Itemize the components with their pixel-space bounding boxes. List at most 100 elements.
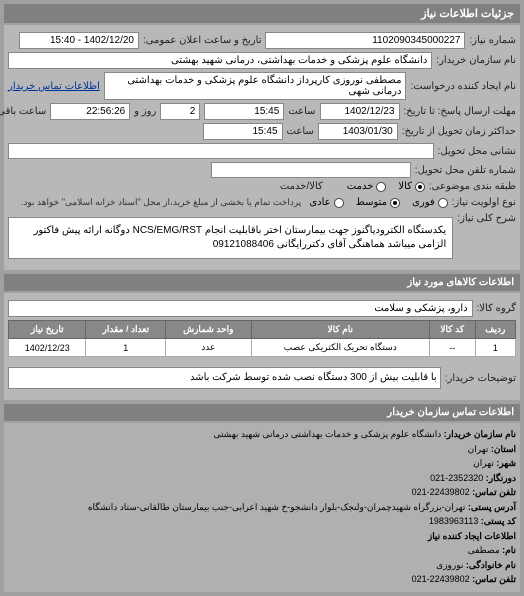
buyer-value: دانشگاه علوم پزشکی و خدمات بهداشتی، درما… bbox=[8, 52, 432, 69]
lastname-value: نوروزی bbox=[436, 560, 463, 570]
radio-service[interactable]: خدمت bbox=[347, 181, 387, 192]
radio-urgent-circle bbox=[438, 198, 448, 208]
supply-time: 15:45 bbox=[203, 123, 283, 140]
page-header: جزئیات اطلاعات نیاز bbox=[4, 4, 520, 23]
td-qty: 1 bbox=[86, 339, 166, 357]
radio-low[interactable]: عادی bbox=[309, 197, 343, 208]
remaining-label: ساعت باقی مانده bbox=[0, 106, 46, 117]
contact-org: نام سازمان خریدار: دانشگاه علوم پزشکی و … bbox=[8, 428, 516, 442]
fax-label: دورنگار: bbox=[486, 473, 516, 483]
budget-label: طبقه بندی موضوعی: bbox=[429, 181, 516, 192]
row-request-number: شماره نیاز: 1102090345000227 تاریخ و ساع… bbox=[8, 32, 516, 49]
goods-section: گروه کالا: دارو، پزشکی و سلامت ردیف کد ک… bbox=[4, 293, 520, 400]
row-description: شرح کلی نیاز: یکدستگاه الکترودیاگنوز جهت… bbox=[8, 213, 516, 263]
radio-normal-circle bbox=[390, 198, 400, 208]
table-row: 1 -- دستگاه تحریک الکتریکی عصب عدد 1 140… bbox=[9, 339, 516, 357]
province-label: استان: bbox=[491, 444, 516, 454]
cphone-label: تلفن تماس: bbox=[472, 487, 516, 497]
supply-time-label: ساعت bbox=[287, 126, 314, 137]
contact-link[interactable]: اطلاعات تماس خریدار bbox=[8, 81, 100, 92]
location-label: نشانی محل تحویل: bbox=[438, 146, 516, 157]
main-container: جزئیات اطلاعات نیاز شماره نیاز: 11020903… bbox=[0, 0, 524, 596]
row-group: گروه کالا: دارو، پزشکی و سلامت bbox=[8, 300, 516, 317]
response-time: 15:45 bbox=[204, 103, 284, 120]
contact-postal: کد پستی: 1983963113 bbox=[8, 515, 516, 529]
priority-label: نوع اولویت نیاز: bbox=[452, 197, 516, 208]
row-phone: شماره تلفن محل تحویل: bbox=[8, 162, 516, 178]
row-buyer: نام سازمان خریدار: دانشگاه علوم پزشکی و … bbox=[8, 52, 516, 69]
goods-table: ردیف کد کالا نام کالا واحد شمارش تعداد /… bbox=[8, 320, 516, 357]
radio-service-label: خدمت bbox=[347, 181, 374, 192]
contact-fax: دورنگار: 2352320-021 bbox=[8, 472, 516, 486]
row-location: نشانی محل تحویل: bbox=[8, 143, 516, 159]
supply-label: حداکثر زمان تحویل از تاریخ: bbox=[402, 126, 516, 137]
goods-header: اطلاعات کالاهای مورد نیاز bbox=[4, 274, 520, 291]
contact-creator-phone: تلفن تماس: 22439802-021 bbox=[8, 573, 516, 587]
th-name: نام کالا bbox=[251, 321, 429, 339]
th-row: ردیف bbox=[475, 321, 515, 339]
remaining-time: 22:56:26 bbox=[50, 103, 130, 120]
city-label: شهر: bbox=[496, 458, 516, 468]
desc-label: شرح کلی نیاز: bbox=[457, 213, 516, 224]
name-label: نام: bbox=[502, 545, 516, 555]
days-label: روز و bbox=[134, 106, 156, 117]
group-value: دارو، پزشکی و سلامت bbox=[8, 300, 473, 317]
contact-province: استان: تهران bbox=[8, 443, 516, 457]
supply-date: 1403/01/30 bbox=[318, 123, 398, 140]
page-title: جزئیات اطلاعات نیاز bbox=[421, 8, 514, 20]
contact-city: شهر: تهران bbox=[8, 457, 516, 471]
td-date: 1402/12/23 bbox=[9, 339, 86, 357]
notes-label: توضیحات خریدار: bbox=[445, 373, 516, 384]
th-code: کد کالا bbox=[429, 321, 475, 339]
radio-goods[interactable]: کالا bbox=[398, 181, 425, 192]
radio-normal-label: متوسط bbox=[356, 197, 387, 208]
city-value: تهران bbox=[473, 458, 494, 468]
location-value bbox=[8, 143, 434, 159]
province-value: تهران bbox=[468, 444, 489, 454]
radio-low-label: عادی bbox=[309, 197, 330, 208]
row-priority: نوع اولویت نیاز: فوری متوسط عادی پرداخت … bbox=[8, 195, 516, 210]
notes-text: با قابلیت بیش از 300 دستگاه نصب شده توسط… bbox=[8, 367, 441, 389]
row-budget: طبقه بندی موضوعی: کالا خدمت کالا/خدمت bbox=[8, 181, 516, 192]
radio-low-circle bbox=[334, 198, 344, 208]
budget-radios: کالا خدمت bbox=[347, 181, 425, 192]
name-value: مصطفی bbox=[468, 545, 500, 555]
radio-goods-circle bbox=[415, 182, 425, 192]
address-value: تهران-بزرگراه شهیدچمران-ولنجک-بلوار دانش… bbox=[88, 502, 466, 512]
payment-note: پرداخت تمام یا بخشی از مبلغ خرید،از محل … bbox=[17, 195, 305, 210]
desc-text: یکدستگاه الکترودیاگنوز جهت بیمارستان اخت… bbox=[8, 217, 453, 259]
radio-urgent[interactable]: فوری bbox=[412, 197, 448, 208]
response-label: مهلت ارسال پاسخ: تا تاریخ: bbox=[404, 106, 516, 117]
phone-value bbox=[211, 162, 411, 178]
table-header-row: ردیف کد کالا نام کالا واحد شمارش تعداد /… bbox=[9, 321, 516, 339]
radio-goods-label: کالا bbox=[398, 181, 412, 192]
td-unit: عدد bbox=[166, 339, 251, 357]
phone-label: شماره تلفن محل تحویل: bbox=[415, 165, 516, 176]
info-section: شماره نیاز: 1102090345000227 تاریخ و ساع… bbox=[4, 25, 520, 270]
row-supply-deadline: حداکثر زمان تحویل از تاریخ: 1403/01/30 س… bbox=[8, 123, 516, 140]
request-number-value: 1102090345000227 bbox=[265, 32, 465, 49]
org-value: دانشگاه علوم پزشکی و خدمات بهداشتی درمان… bbox=[213, 429, 441, 439]
buyer-label: نام سازمان خریدار: bbox=[436, 55, 516, 66]
cphone-value: 22439802-021 bbox=[412, 487, 470, 497]
td-row: 1 bbox=[475, 339, 515, 357]
row-response-deadline: مهلت ارسال پاسخ: تا تاریخ: 1402/12/23 سا… bbox=[8, 103, 516, 120]
radio-normal[interactable]: متوسط bbox=[356, 197, 400, 208]
response-date: 1402/12/23 bbox=[320, 103, 400, 120]
requester-value: مصطفی نوروزی کارپرداز دانشگاه علوم پزشکی… bbox=[104, 72, 407, 100]
days-value: 2 bbox=[160, 103, 200, 120]
creator-header: اطلاعات ایجاد کننده نیاز bbox=[8, 530, 516, 544]
row-requester: نام ایجاد کننده درخواست: مصطفی نوروزی کا… bbox=[8, 72, 516, 100]
postal-label: کد پستی: bbox=[481, 516, 516, 526]
group-label: گروه کالا: bbox=[477, 303, 516, 314]
response-time-label: ساعت bbox=[288, 106, 315, 117]
th-date: تاریخ نیاز bbox=[9, 321, 86, 339]
requester-label: نام ایجاد کننده درخواست: bbox=[410, 81, 516, 92]
contact-phone: تلفن تماس: 22439802-021 bbox=[8, 486, 516, 500]
postal-value: 1983963113 bbox=[429, 516, 478, 526]
contact-lastname: نام خانوادگی: نوروزی bbox=[8, 559, 516, 573]
contact-section: نام سازمان خریدار: دانشگاه علوم پزشکی و … bbox=[4, 423, 520, 592]
th-unit: واحد شمارش bbox=[166, 321, 251, 339]
th-qty: تعداد / مقدار bbox=[86, 321, 166, 339]
row-buyer-notes: توضیحات خریدار: با قابلیت بیش از 300 دست… bbox=[8, 363, 516, 393]
